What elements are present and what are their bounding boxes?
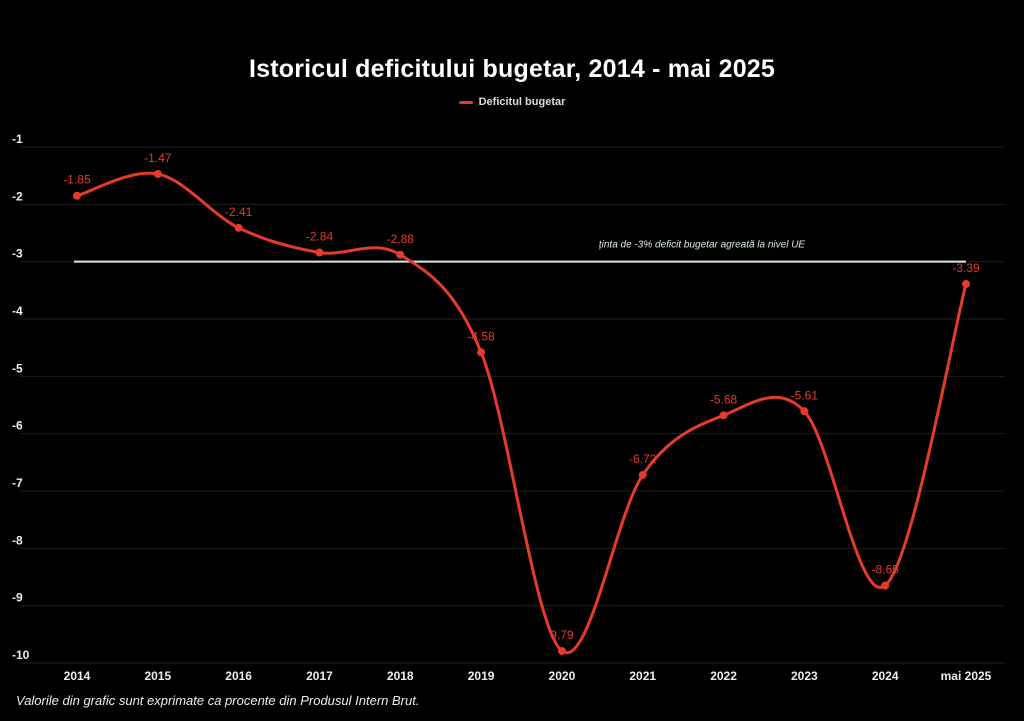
- data-label: -1.85: [63, 173, 91, 187]
- legend-item[interactable]: Deficitul bugetar: [0, 96, 1024, 108]
- data-label: -1.47: [144, 151, 172, 165]
- x-tick-label: 2017: [306, 669, 333, 683]
- x-tick-label: 2021: [629, 669, 656, 683]
- legend-label: Deficitul bugetar: [478, 96, 566, 108]
- y-tick-label: -4: [12, 304, 23, 318]
- data-label: -4.58: [467, 329, 495, 343]
- x-tick-label: 2014: [64, 669, 91, 683]
- y-tick-label: -7: [12, 476, 23, 490]
- chart-title: Istoricul deficitului bugetar, 2014 - ma…: [248, 55, 776, 83]
- y-tick-label: -1: [12, 132, 23, 146]
- data-point: [234, 223, 243, 232]
- y-tick-label: -2: [12, 189, 23, 203]
- y-tick-label: -8: [12, 533, 23, 547]
- series-line: [76, 171, 968, 655]
- data-point: [800, 407, 809, 416]
- x-tick-label: 2019: [468, 669, 495, 683]
- data-label: -6.72: [629, 452, 657, 466]
- x-tick-label: mai 2025: [941, 669, 992, 683]
- data-point: [315, 248, 324, 257]
- x-tick-label: 2015: [144, 669, 171, 683]
- data-point: [719, 411, 728, 420]
- reference-line-label: ținta de -3% deficit bugetar agreată la …: [599, 240, 806, 251]
- legend-swatch: [458, 100, 473, 104]
- data-label: 9.79: [550, 628, 574, 642]
- data-point: [557, 646, 566, 655]
- x-tick-label: 2016: [225, 669, 252, 683]
- data-point: [73, 191, 81, 200]
- x-tick-label: 2020: [549, 669, 576, 683]
- data-point: [638, 470, 647, 479]
- y-tick-label: -6: [12, 419, 23, 433]
- data-label: -5.68: [710, 392, 738, 406]
- x-tick-label: 2023: [791, 669, 818, 683]
- data-point: [477, 348, 486, 357]
- y-tick-label: -5: [12, 361, 23, 375]
- data-label: -3.39: [952, 261, 980, 275]
- data-label: -2.84: [306, 229, 334, 243]
- data-point: [881, 581, 890, 590]
- x-tick-label: 2018: [387, 669, 414, 683]
- y-tick-label: -9: [12, 591, 23, 605]
- data-point: [396, 250, 405, 259]
- data-label: -2.41: [225, 205, 253, 219]
- data-label: -5.61: [791, 388, 819, 402]
- data-label: -8.65: [872, 563, 900, 577]
- footnote: Valorile din grafic sunt exprimate ca pr…: [16, 693, 420, 708]
- x-tick-label: 2024: [872, 669, 899, 683]
- data-point: [962, 280, 970, 289]
- x-tick-label: 2022: [710, 669, 737, 683]
- y-tick-label: -10: [12, 648, 30, 662]
- data-point: [153, 169, 162, 178]
- y-tick-label: -3: [12, 247, 23, 261]
- data-label: -2.88: [387, 232, 415, 246]
